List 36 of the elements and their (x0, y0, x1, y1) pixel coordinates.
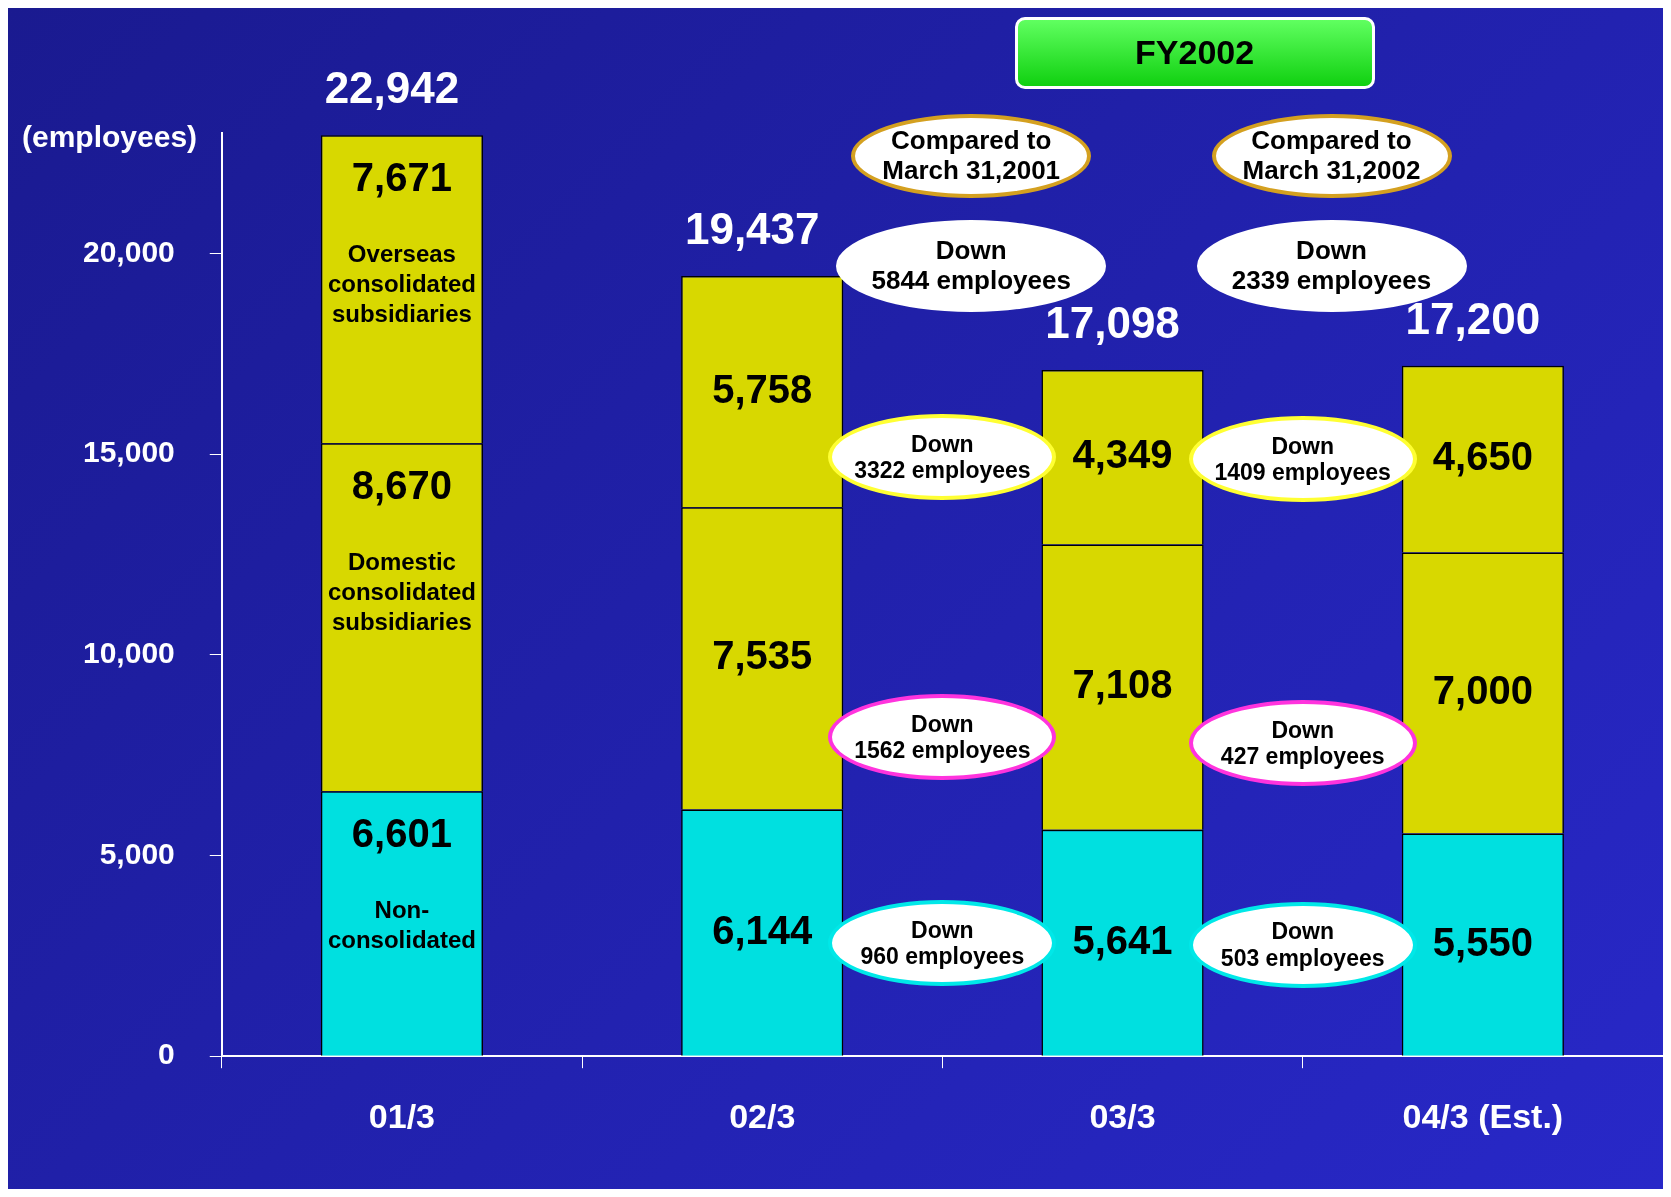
series-label: Overseas consolidated subsidiaries (327, 239, 476, 327)
label-box: FY2002 (1014, 17, 1375, 89)
x-tick-label: 02/3 (729, 1096, 796, 1135)
oval-callout: Down 427 employees (1188, 699, 1417, 786)
y-axis-title: (employees) (22, 120, 198, 154)
data-label: 5,550 (1432, 919, 1533, 964)
data-label: 6,144 (712, 907, 814, 952)
y-tick-label: 10,000 (82, 636, 175, 670)
x-tick-label: 03/3 (1089, 1096, 1156, 1135)
data-label: 6,601 (351, 811, 452, 856)
data-label: 4,349 (1072, 432, 1173, 477)
data-label: 5,758 (712, 366, 813, 411)
y-tick-label: 20,000 (82, 234, 175, 268)
data-label: 5,641 (1072, 917, 1173, 962)
x-tick-label: 04/3 (Est.) (1402, 1096, 1564, 1135)
oval-callout: Compared to March 31,2001 (851, 114, 1092, 198)
data-label: 8,670 (351, 463, 452, 508)
data-label: 7,108 (1072, 662, 1173, 707)
data-label: 7,000 (1432, 667, 1533, 712)
data-label: 7,671 (351, 155, 452, 200)
oval-callout: Down 1409 employees (1188, 416, 1417, 503)
oval-callout: Down 960 employees (828, 900, 1057, 986)
oval-callout: Down 1562 employees (828, 694, 1057, 781)
oval-callout: Down 503 employees (1188, 901, 1417, 988)
oval-callout: Compared to March 31,2002 (1211, 114, 1452, 198)
y-tick-label: 0 (158, 1037, 175, 1071)
total-label: 22,942 (324, 63, 460, 113)
y-tick-label: 5,000 (99, 836, 175, 870)
series-label: Domestic consolidated subsidiaries (327, 547, 476, 635)
total-label: 19,437 (684, 204, 820, 254)
x-tick-label: 01/3 (368, 1096, 436, 1135)
oval-callout: Down 3322 employees (828, 414, 1057, 501)
series-label: Non-consolidated (327, 895, 476, 953)
data-label: 7,535 (712, 633, 813, 678)
data-label: 4,650 (1432, 434, 1533, 479)
y-tick-label: 15,000 (82, 435, 175, 469)
